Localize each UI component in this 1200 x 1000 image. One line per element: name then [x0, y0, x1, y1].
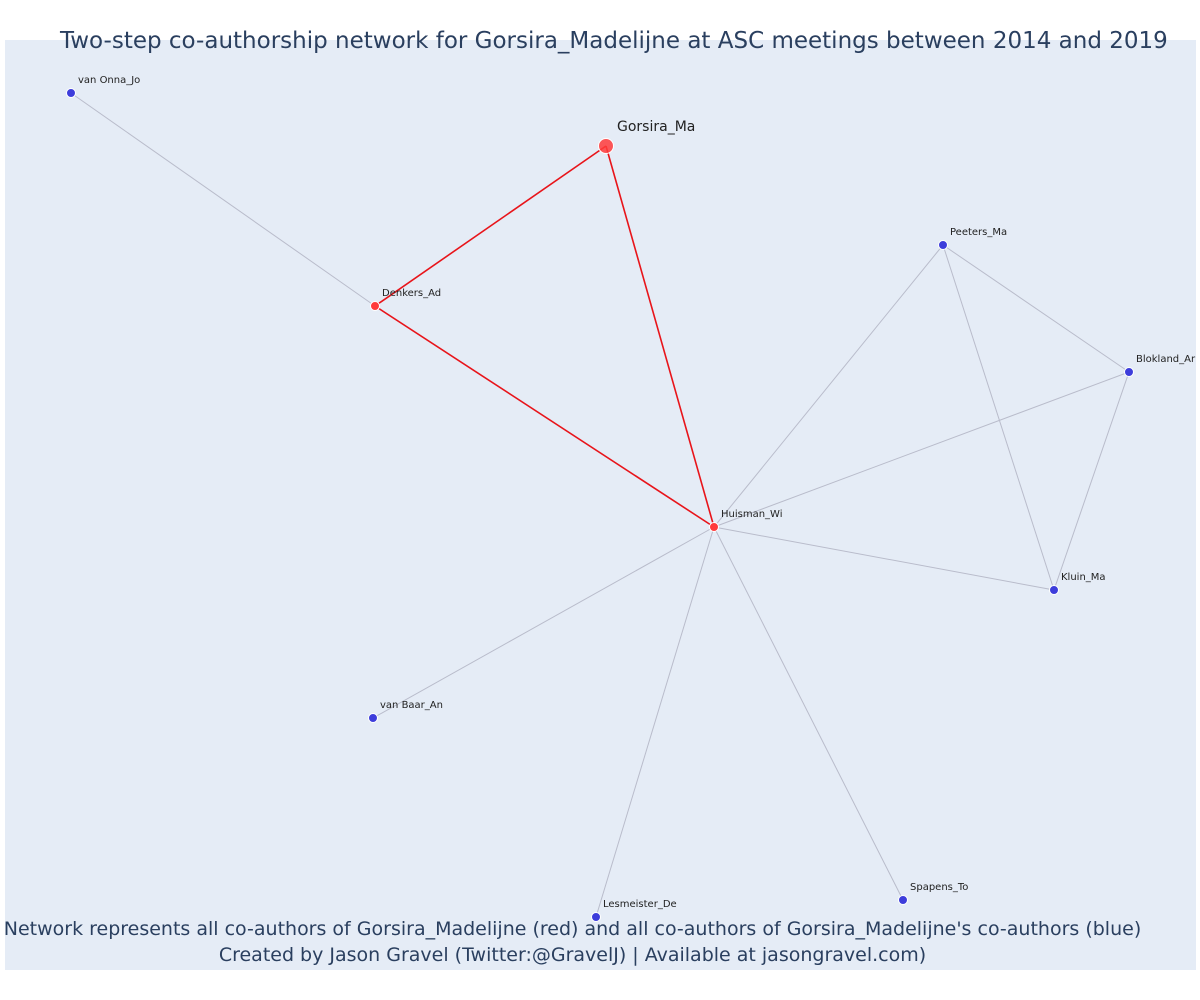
node-label-van-baar-an: van Baar_An — [380, 700, 443, 711]
node-huisman-wi[interactable] — [709, 522, 719, 532]
node-denkers-ad[interactable] — [370, 301, 380, 311]
edge-huisman-wi-kluin-ma — [713, 526, 1055, 591]
node-spapens-to[interactable] — [898, 895, 908, 905]
edge-denkers-ad-huisman-wi — [374, 305, 715, 528]
network-plot-area — [5, 40, 1196, 970]
node-label-huisman-wi: Huisman_Wi — [721, 509, 783, 520]
footer-credit: Created by Jason Gravel (Twitter:@Gravel… — [218, 944, 927, 966]
node-layer — [66, 88, 1134, 922]
node-van-onna-jo[interactable] — [66, 88, 76, 98]
footer-description: Network represents all co-authors of Gor… — [3, 918, 1142, 940]
node-gorsira-ma[interactable] — [598, 138, 614, 154]
edge-huisman-wi-peeters-ma — [713, 244, 944, 528]
edge-huisman-wi-lesmeister-de — [595, 526, 715, 918]
edge-gorsira-ma-huisman-wi — [605, 145, 715, 528]
edge-huisman-wi-blokland-ar — [713, 371, 1130, 528]
edge-peeters-ma-blokland-ar — [942, 244, 1130, 373]
node-label-blokland-ar: Blokland_Ar — [1136, 354, 1196, 365]
node-label-gorsira-ma: Gorsira_Ma — [617, 119, 695, 135]
node-label-denkers-ad: Denkers_Ad — [382, 288, 441, 299]
edge-layer — [70, 92, 1130, 918]
edge-huisman-wi-van-baar-an — [372, 526, 715, 719]
node-label-peeters-ma: Peeters_Ma — [950, 227, 1007, 238]
node-label-spapens-to: Spapens_To — [910, 882, 968, 893]
edge-denkers-ad-van-onna-jo — [70, 92, 376, 307]
edge-gorsira-ma-denkers-ad — [374, 145, 607, 307]
node-peeters-ma[interactable] — [938, 240, 948, 250]
edge-peeters-ma-kluin-ma — [942, 244, 1055, 591]
node-van-baar-an[interactable] — [368, 713, 378, 723]
edge-blokland-ar-kluin-ma — [1053, 371, 1130, 591]
chart-title: Two-step co-authorship network for Gorsi… — [60, 28, 1168, 54]
edge-huisman-wi-spapens-to — [713, 526, 904, 901]
node-lesmeister-de[interactable] — [591, 912, 601, 922]
label-layer: Gorsira_Ma Denkers_Ad Huisman_Wi van Onna_J… — [78, 75, 1196, 910]
node-kluin-ma[interactable] — [1049, 585, 1059, 595]
node-label-van-onna-jo: van Onna_Jo — [78, 75, 140, 86]
node-label-kluin-ma: Kluin_Ma — [1061, 572, 1106, 583]
node-label-lesmeister-de: Lesmeister_De — [603, 899, 677, 910]
node-blokland-ar[interactable] — [1124, 367, 1134, 377]
